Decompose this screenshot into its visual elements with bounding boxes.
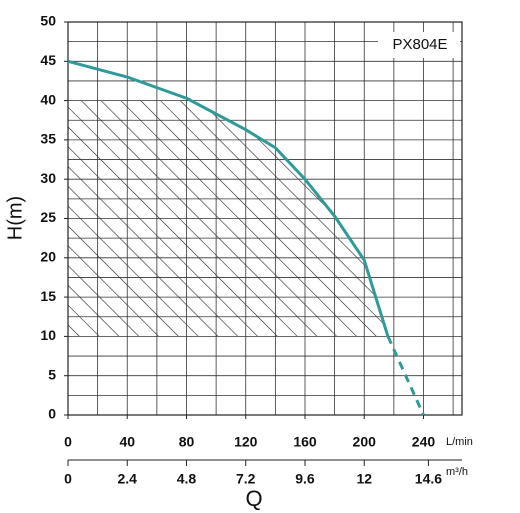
pump-curve	[67, 59, 390, 337]
x-tick-label: 80	[179, 434, 195, 450]
x-axis-label: Q	[245, 486, 262, 511]
y-tick-label: 15	[40, 288, 56, 304]
x2-tick-label: 0	[64, 471, 72, 487]
x2-unit: m³/h	[446, 466, 468, 478]
y-tick-label: 10	[40, 327, 56, 343]
y-tick-label: 40	[40, 91, 56, 107]
x2-tick-label: 9.6	[295, 471, 315, 487]
x-unit: L/min	[446, 436, 473, 448]
model-label: PX804E	[392, 36, 447, 53]
y-tick-label: 25	[40, 209, 56, 225]
x2-tick-label: 4.8	[177, 471, 197, 487]
pump-curve-extension	[386, 335, 425, 416]
x-tick-label: 200	[353, 434, 377, 450]
x-tick-label: 160	[293, 434, 317, 450]
y-tick-label: 45	[40, 52, 56, 68]
x2-tick-label: 12	[356, 471, 372, 487]
y-tick-label: 50	[40, 13, 56, 29]
x-tick-label: 120	[234, 434, 258, 450]
x2-tick-label: 14.6	[415, 471, 442, 487]
x2-tick-label: 7.2	[236, 471, 256, 487]
model-box	[378, 32, 460, 58]
y-tick-label: 35	[40, 131, 56, 147]
x-tick-label: 0	[64, 434, 72, 450]
x2-tick-label: 2.4	[118, 471, 138, 487]
y-tick-label: 0	[48, 406, 56, 422]
y-tick-label: 20	[40, 249, 56, 265]
x-tick-label: 40	[119, 434, 135, 450]
x-tick-label: 240	[412, 434, 436, 450]
y-tick-label: 5	[48, 366, 56, 382]
y-axis-label: H(m)	[4, 196, 26, 240]
y-tick-label: 30	[40, 170, 56, 186]
